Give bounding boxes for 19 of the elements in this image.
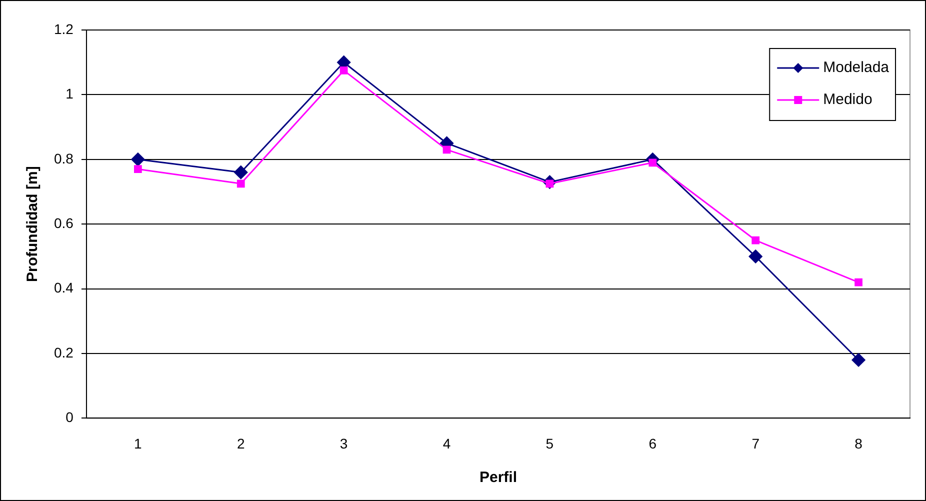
y-axis-title: Profundidad [m] [24, 166, 42, 282]
legend-label: Medido [823, 91, 872, 108]
x-axis-title: Perfil [479, 469, 517, 486]
y-tick-label: 0 [66, 409, 74, 426]
x-tick-label: 3 [340, 435, 348, 452]
x-tick-label: 6 [648, 435, 657, 452]
x-tick-label: 4 [442, 435, 451, 452]
x-tick-label: 8 [854, 435, 863, 452]
y-tick-label: 0.2 [54, 344, 74, 360]
y-tick-label: 0.8 [54, 150, 74, 166]
y-tick-label: 1.2 [54, 20, 74, 37]
legend-label: Modelada [823, 59, 890, 76]
y-tick-label: 0.6 [54, 214, 74, 231]
y-tick-label: 0.4 [54, 280, 74, 296]
x-tick-label: 7 [752, 435, 760, 452]
x-tick-label: 5 [546, 435, 554, 452]
x-tick-label: 2 [236, 435, 245, 452]
y-tick-label: 1 [66, 86, 74, 102]
x-tick-label: 1 [134, 435, 142, 452]
